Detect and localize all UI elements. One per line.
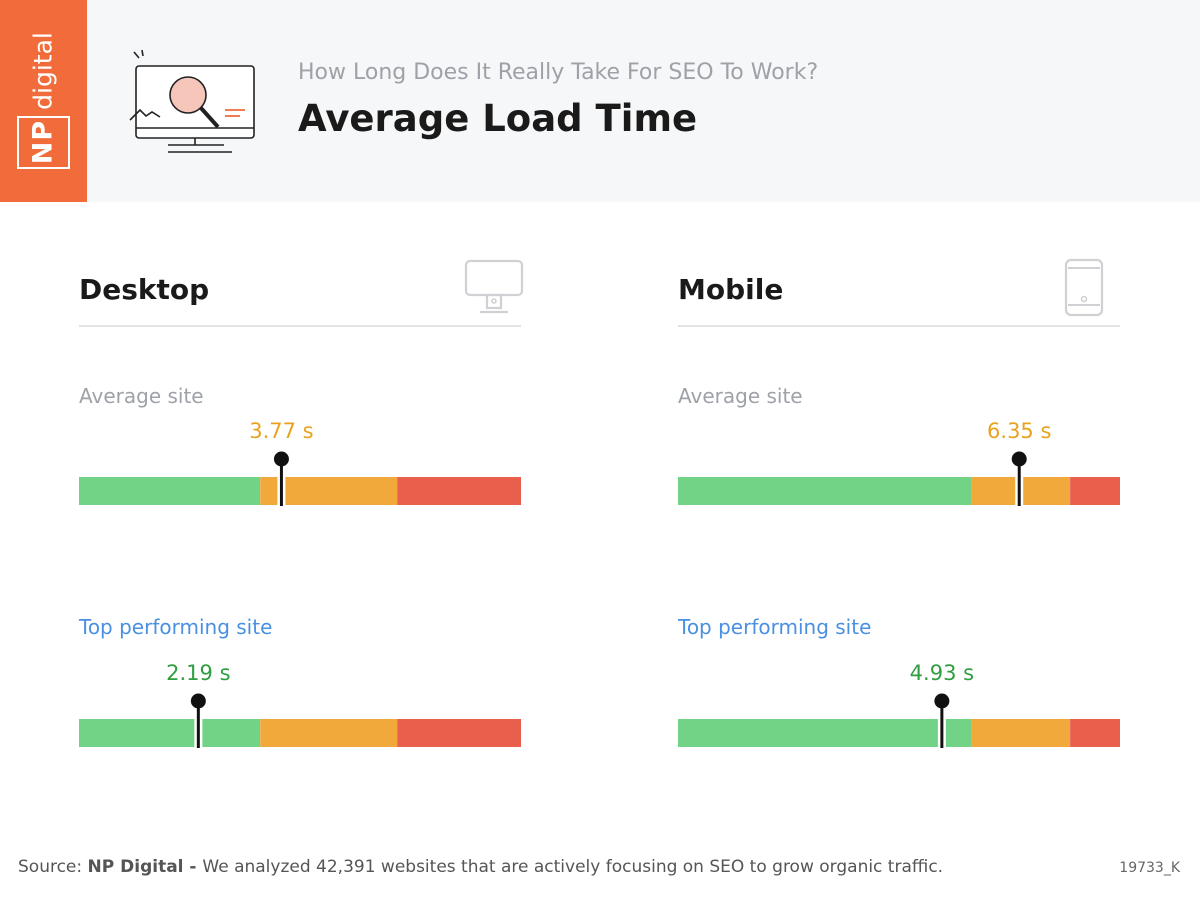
mobile-average-marker (1011, 451, 1027, 506)
desktop-top-needs-improvement-segment (260, 719, 398, 747)
desktop-title: Desktop (79, 273, 210, 306)
page-subtitle: How Long Does It Really Take For SEO To … (298, 60, 819, 85)
smartphone-icon (1064, 258, 1104, 317)
source-name: NP Digital - (87, 857, 203, 877)
mobile-average-gauge: 6.35 s (678, 419, 1120, 506)
mobile-top-marker (934, 693, 950, 748)
desktop-top-poor-segment (397, 719, 521, 747)
desktop-top-value-label: 2.19 s (166, 661, 230, 685)
desktop-top-gauge: 2.19 s (79, 661, 521, 748)
mobile-top-good-segment (678, 719, 972, 747)
desktop-top-good-segment (79, 719, 261, 747)
mobile-top-poor-segment (1070, 719, 1120, 747)
mobile-top-label: Top performing site (678, 615, 872, 639)
brand-logo-name: digital (28, 32, 58, 110)
mobile-panel: Mobile Average site 6.35 s Top performin… (678, 0, 1120, 904)
desktop-top-marker (190, 693, 206, 748)
desktop-monitor-icon (464, 259, 524, 314)
monitor-magnifier-icon (129, 49, 255, 153)
mobile-average-value-label: 6.35 s (987, 419, 1051, 443)
figure-code: 19733_K (1119, 860, 1180, 876)
source-footer: Source: NP Digital - We analyzed 42,391 … (18, 857, 943, 877)
desktop-divider (79, 325, 521, 327)
mobile-top-gauge: 4.93 s (678, 661, 1120, 748)
desktop-average-gauge: 3.77 s (79, 419, 521, 506)
desktop-top-label: Top performing site (79, 615, 273, 639)
source-prefix: Source: (18, 857, 88, 877)
desktop-average-good-segment (79, 477, 261, 505)
mobile-average-poor-segment (1070, 477, 1120, 505)
page-title: Average Load Time (298, 97, 698, 140)
brand-logo-box (17, 116, 70, 169)
mobile-divider (678, 325, 1120, 327)
desktop-panel: Desktop Average site 3.77 s Top performi… (79, 0, 524, 904)
header-banner: NP digital How Long Does It Really Take … (0, 0, 1200, 202)
desktop-average-poor-segment (397, 477, 521, 505)
desktop-average-label: Average site (79, 384, 204, 408)
mobile-average-label: Average site (678, 384, 803, 408)
source-text: We analyzed 42,391 websites that are act… (202, 857, 944, 877)
desktop-average-marker (273, 451, 289, 506)
desktop-average-value-label: 3.77 s (249, 419, 313, 443)
mobile-top-value-label: 4.93 s (910, 661, 974, 685)
mobile-top-needs-improvement-segment (971, 719, 1070, 747)
brand-logo-np: NP (27, 119, 59, 165)
mobile-title: Mobile (678, 273, 784, 306)
mobile-average-good-segment (678, 477, 972, 505)
brand-logo: NP digital (0, 0, 87, 202)
